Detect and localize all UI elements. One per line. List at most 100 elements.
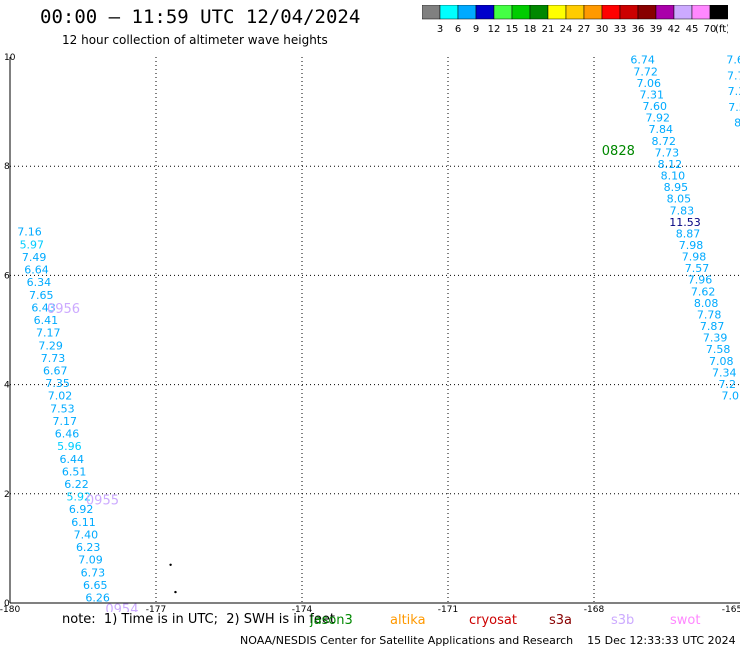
swh-value-label: 11.53 (669, 216, 701, 229)
y-tick-label: 4 (4, 381, 10, 391)
swh-value-label: 7.31 (639, 88, 664, 101)
swh-value-label: 8.72 (652, 135, 677, 148)
colorbar-tick-label: 9 (473, 24, 479, 35)
swh-value-label: 8.08 (694, 297, 719, 310)
satellite-legend-swot: swot (670, 613, 701, 628)
swh-value-label: 6.22 (64, 478, 89, 491)
swh-value-label: 7.58 (706, 343, 731, 356)
colorbar-tick-label: 39 (650, 24, 663, 35)
chart-title: 00:00 – 11:59 UTC 12/04/2024 (40, 6, 361, 28)
colorbar-swatch (709, 5, 728, 20)
footer-note: note: 1) Time is in UTC; 2) SWH is in fe… (62, 612, 335, 627)
colorbar-tick-label: 30 (596, 24, 609, 35)
swh-value-label: 7.6 (726, 54, 740, 67)
y-tick-label: 6 (4, 271, 10, 281)
swh-value-label: 7.16 (17, 226, 42, 239)
pass-time-label: 0955 (86, 493, 119, 508)
colorbar-tick-label: 70 (704, 24, 717, 35)
swh-value-label: 7.57 (685, 262, 710, 275)
data-point (174, 590, 177, 594)
pass-time-label: 0828 (602, 144, 635, 159)
swh-value-label: 7.09 (78, 554, 103, 567)
x-tick-label: -180 (0, 605, 20, 612)
chart-subtitle: 12 hour collection of altimeter wave hei… (62, 33, 328, 47)
swh-value-label: 6.26 (85, 592, 110, 605)
swh-value-label: 6.92 (69, 503, 94, 516)
x-tick-label: -171 (438, 605, 458, 612)
swh-value-label: 7.87 (700, 320, 725, 333)
swh-value-label: 6.64 (24, 264, 49, 277)
swh-value-label: 7.73 (655, 146, 680, 159)
swh-value-label: 7.17 (36, 327, 61, 340)
swh-value-label: 6.34 (27, 276, 52, 289)
swh-value-label: 7.3 (728, 85, 740, 98)
x-tick-label: -165 (722, 605, 740, 612)
colorbar-tick-label: 42 (668, 24, 681, 35)
x-tick-label: -174 (292, 605, 313, 612)
swh-value-label: 7.72 (633, 65, 658, 78)
x-tick-label: -168 (584, 605, 605, 612)
swh-value-label: 5.96 (57, 440, 82, 453)
swh-value-label: 6.41 (34, 314, 59, 327)
swh-value-label: 7.5 (728, 101, 740, 114)
colorbar-tick-label: 33 (614, 24, 627, 35)
credit-line: NOAA/NESDIS Center for Satellite Applica… (240, 634, 736, 647)
swh-value-label: 6.46 (55, 428, 80, 441)
swh-value-label: 6.51 (62, 465, 87, 478)
swh-value-label: 6.67 (43, 364, 68, 377)
swh-value-label: 7.98 (679, 239, 704, 252)
colorbar-tick-label: 21 (542, 24, 555, 35)
swh-value-label: 8.95 (664, 181, 689, 194)
swh-value-label: 7.92 (646, 112, 671, 125)
colorbar-tick-label: 6 (455, 24, 461, 35)
swh-value-label: 7.08 (709, 355, 734, 368)
swh-value-label: 6.23 (76, 541, 101, 554)
swh-value-label: 7.06 (636, 77, 661, 90)
swh-value-label: 7.98 (682, 251, 707, 264)
swh-value-label: 6.74 (630, 54, 655, 67)
swh-value-label: 8.87 (676, 227, 701, 240)
y-tick-label: 0 (4, 599, 10, 609)
swh-value-label: 7.78 (697, 308, 722, 321)
swh-value-label: 6.73 (81, 566, 106, 579)
swh-value-label: 7.34 (712, 366, 737, 379)
swh-value-label: 7.39 (703, 332, 728, 345)
swh-value-label: 7.53 (50, 402, 75, 415)
pass-time-label: 0956 (47, 302, 80, 317)
swh-value-label: 7.2 (718, 378, 736, 391)
colorbar-tick-label: 27 (578, 24, 591, 35)
colorbar-tick-label: 18 (524, 24, 537, 35)
swh-value-label: 7.73 (41, 352, 66, 365)
swh-value-label: 6.11 (71, 516, 96, 529)
satellite-legend-jason3: jason3 (310, 613, 353, 628)
colorbar-tick-label: 45 (686, 24, 699, 35)
swh-value-label: 8.12 (658, 158, 683, 171)
x-tick-label: -177 (146, 605, 166, 612)
swh-value-label: 8.10 (661, 170, 686, 183)
swh-value-label: 6.65 (83, 579, 108, 592)
swh-value-label: 7.02 (48, 390, 73, 403)
swh-value-label: 6.44 (60, 453, 85, 466)
swh-value-label: 5.92 (67, 491, 92, 504)
swh-value-label: 7.83 (670, 204, 695, 217)
swh-value-label: 7.7 (727, 69, 740, 82)
plot-area: -180 -177 -174 -171 -168 -16502468107.165.977… (0, 53, 740, 612)
swh-value-label: 8.05 (667, 193, 692, 206)
pass-time-label: 0954 (105, 602, 138, 612)
colorbar-unit: (ft) (715, 24, 728, 35)
y-tick-label: 2 (4, 490, 10, 500)
swh-value-label: 7.17 (52, 415, 77, 428)
satellite-legend-cryosat: cryosat (469, 613, 517, 628)
swh-value-label: 7.84 (649, 123, 674, 136)
swh-value-label: 8 (734, 117, 740, 130)
swh-value-label: 7.62 (691, 285, 716, 298)
swh-value-label: 5.97 (20, 238, 45, 251)
swh-value-label: 7.35 (45, 377, 70, 390)
swh-value-label: 7.60 (642, 100, 667, 113)
swh-value-label: 7.96 (688, 274, 713, 287)
colorbar-tick-label: 36 (632, 24, 645, 35)
swh-value-label: 7.0 (722, 390, 740, 403)
colorbar-tick-label: 15 (506, 24, 519, 35)
swh-value-label: 7.40 (74, 528, 99, 541)
